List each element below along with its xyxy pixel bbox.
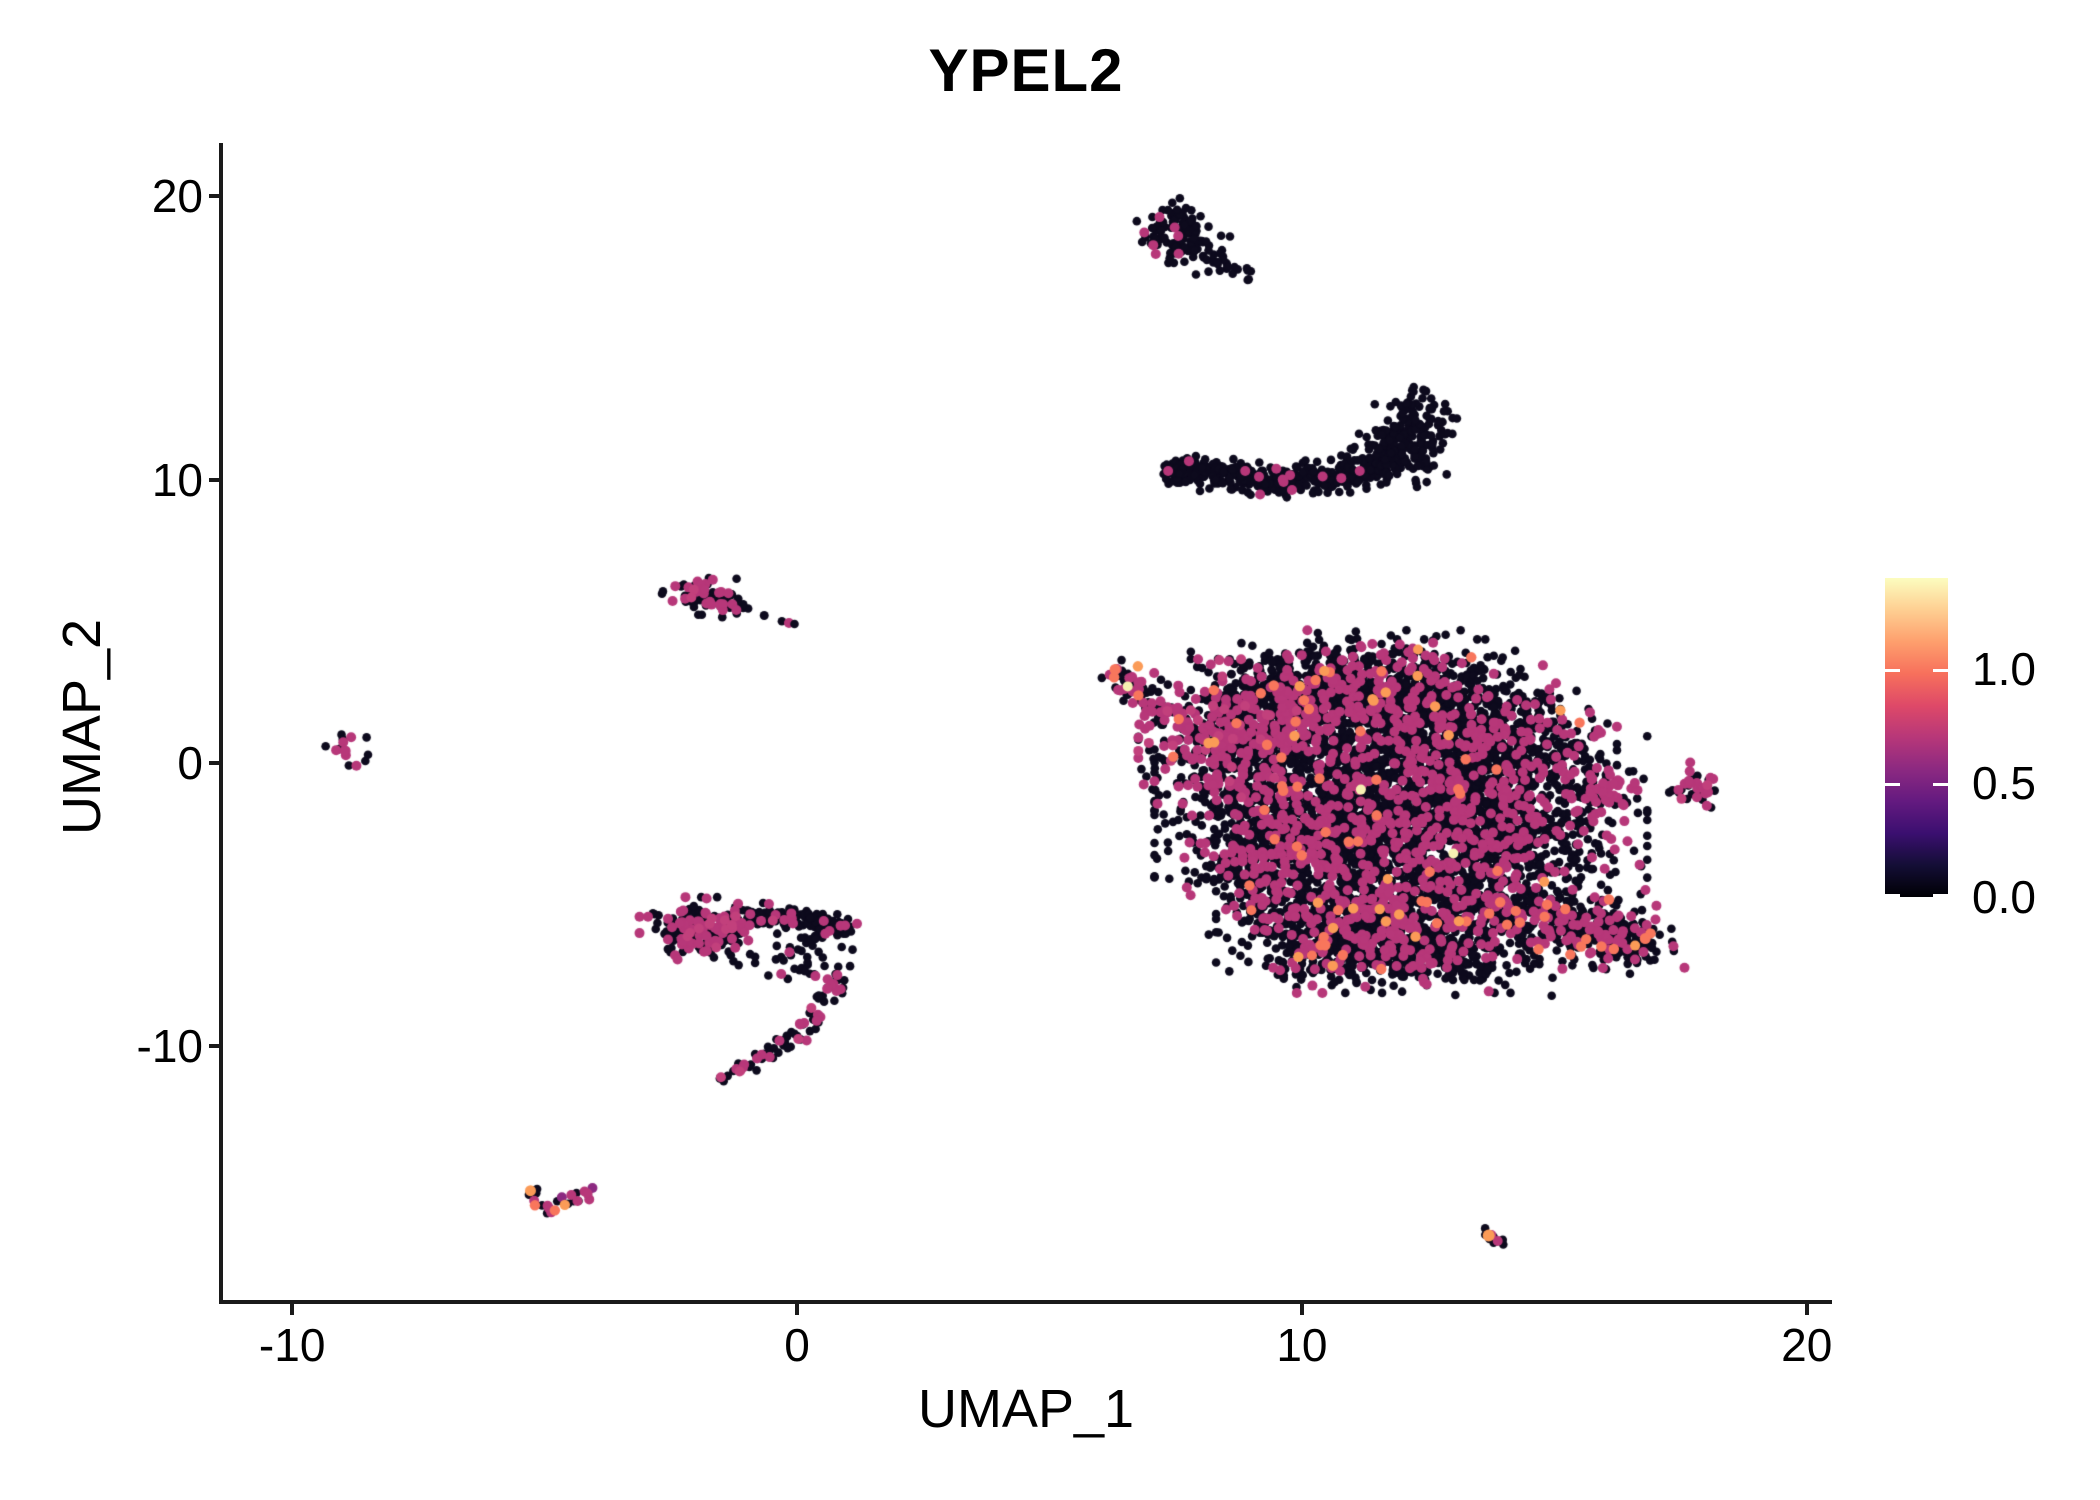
colorbar-tick-mark [1885,669,1900,673]
x-tick-mark [795,1302,800,1315]
chart-title: YPEL2 [928,37,1124,104]
colorbar-tick-mark [1933,894,1948,897]
y-tick-mark [209,1044,222,1049]
x-tick-mark [1804,1302,1809,1315]
x-tick-label: -10 [258,1319,326,1371]
y-tick-mark [209,194,222,199]
x-tick-label: 20 [1781,1319,1833,1371]
x-tick-label: 0 [784,1319,810,1371]
y-tick-label: 20 [151,170,203,223]
y-tick-mark [209,477,222,482]
y-tick-label: -10 [136,1020,203,1073]
x-tick-mark [1299,1302,1304,1315]
colorbar-tick-label: 0.0 [1972,871,2036,923]
y-axis-line [219,143,223,1304]
colorbar-tick-mark [1885,783,1900,787]
colorbar-tick-mark [1933,783,1948,787]
y-tick-mark [209,760,222,765]
y-tick-label: 0 [177,736,203,789]
x-axis-line [219,1300,1832,1304]
colorbar-tick-label: 0.5 [1972,757,2036,810]
x-tick-label: 10 [1276,1319,1328,1371]
colorbar-tick-mark [1933,669,1948,673]
colorbar-tick-label: 1.0 [1972,643,2036,696]
colorbar [1885,578,1948,897]
x-tick-mark [290,1302,295,1315]
y-tick-label: 10 [151,453,203,506]
colorbar-tick-mark [1885,894,1900,897]
x-axis-title: UMAP_1 [917,1379,1135,1439]
